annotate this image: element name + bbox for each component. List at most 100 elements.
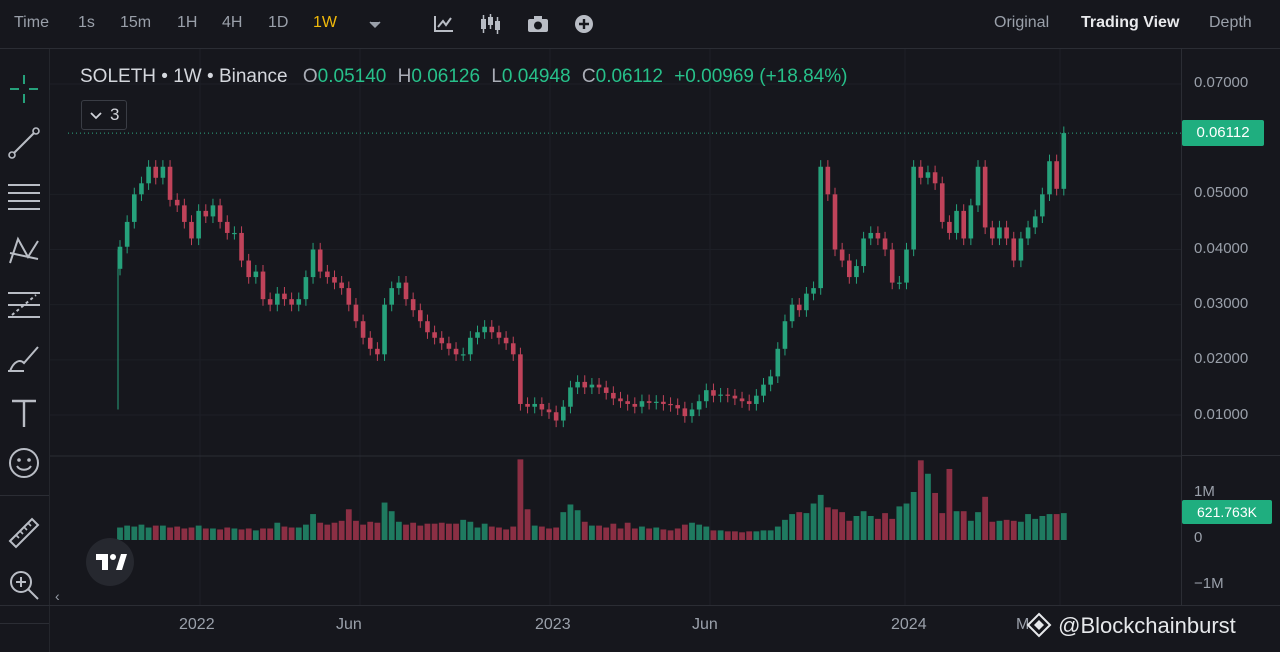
candle-body xyxy=(210,205,216,217)
low-value: 0.04948 xyxy=(501,66,571,87)
trend-line-icon[interactable] xyxy=(6,125,42,161)
volume-bar xyxy=(481,523,488,540)
volume-bar xyxy=(202,528,209,540)
time-tick: 2024 xyxy=(891,616,927,633)
interval-4h[interactable]: 4H xyxy=(222,14,243,31)
volume-bar xyxy=(338,520,345,540)
fib-retracement-icon[interactable] xyxy=(6,287,42,323)
candle-body xyxy=(804,293,809,311)
volume-bar xyxy=(453,523,459,540)
volume-tick: 1M xyxy=(1194,483,1215,500)
chart-legend: SOLETH • 1W • Binance O0.05140 H0.06126 … xyxy=(80,66,847,88)
candle-body xyxy=(603,387,609,393)
symbol-label: SOLETH • 1W • Binance xyxy=(80,66,288,87)
candle-body xyxy=(518,354,523,404)
candle-body xyxy=(632,403,638,407)
volume-bar xyxy=(517,459,524,540)
price-axis[interactable]: 0.07000 0.05000 0.04000 0.03000 0.02000 … xyxy=(1181,49,1280,605)
candle-body xyxy=(382,304,387,355)
emoji-icon[interactable] xyxy=(6,445,42,481)
tradingview-logo[interactable] xyxy=(86,538,134,586)
high-value: 0.06126 xyxy=(411,66,481,87)
candle-body xyxy=(275,293,280,305)
volume-bar xyxy=(903,503,910,540)
indicators-collapse-button[interactable]: 3 xyxy=(81,100,127,130)
interval-1w[interactable]: 1W xyxy=(313,14,337,31)
volume-bar xyxy=(117,527,123,540)
volume-bar xyxy=(181,528,188,540)
volume-bar xyxy=(417,525,424,540)
volume-bar xyxy=(774,526,781,540)
candle-body xyxy=(346,288,352,305)
scroll-left-icon[interactable]: ‹ xyxy=(55,588,60,604)
view-trading-view[interactable]: Trading View xyxy=(1081,14,1180,31)
watermark: @Blockchainburst xyxy=(1026,612,1236,639)
candles-icon[interactable] xyxy=(479,13,501,35)
volume-bar xyxy=(188,527,195,540)
candle-body xyxy=(861,238,866,267)
volume-bar xyxy=(217,529,223,540)
camera-icon[interactable] xyxy=(527,15,549,33)
volume-bar xyxy=(639,526,645,540)
interval-time[interactable]: Time xyxy=(14,14,49,31)
candle-body xyxy=(339,282,344,289)
volume-bar xyxy=(681,524,688,540)
view-original[interactable]: Original xyxy=(994,14,1050,31)
volume-bar xyxy=(624,522,631,540)
pattern-icon[interactable] xyxy=(6,233,42,269)
ruler-icon[interactable] xyxy=(6,515,42,551)
close-label: C xyxy=(581,66,596,87)
candle-body xyxy=(997,227,1002,239)
candle-body xyxy=(496,332,502,338)
candle-body xyxy=(746,401,752,404)
candle-body xyxy=(832,194,838,250)
candle-body xyxy=(990,227,995,239)
candle-body xyxy=(482,326,487,333)
candle-body xyxy=(847,260,852,278)
candle-body xyxy=(596,384,602,388)
candle-body xyxy=(725,394,731,396)
volume-bar xyxy=(567,504,574,540)
interval-1d[interactable]: 1D xyxy=(268,14,289,31)
zoom-in-icon[interactable] xyxy=(6,567,42,603)
candle-body xyxy=(224,221,230,233)
candle-body xyxy=(239,232,244,261)
candle-body xyxy=(1011,238,1017,261)
volume-bar xyxy=(875,518,881,540)
text-tool-icon[interactable] xyxy=(6,395,42,431)
volume-bar xyxy=(789,514,795,540)
view-depth[interactable]: Depth xyxy=(1209,14,1252,31)
volume-bar xyxy=(438,522,445,540)
candle-body xyxy=(918,166,924,178)
interval-15m[interactable]: 15m xyxy=(120,14,152,31)
add-icon[interactable] xyxy=(574,14,594,34)
volume-bar xyxy=(796,512,803,540)
interval-1s[interactable]: 1s xyxy=(78,14,95,31)
volume-bar xyxy=(503,529,509,540)
candle-body xyxy=(117,246,123,269)
open-label: O xyxy=(302,66,318,87)
candle-body xyxy=(546,409,552,413)
current-volume-tag: 621.763K xyxy=(1182,500,1272,524)
more-intervals-chevron-icon[interactable] xyxy=(368,20,382,30)
indicators-icon[interactable] xyxy=(433,14,455,34)
crosshair-icon[interactable] xyxy=(6,71,42,107)
volume-bar xyxy=(860,511,867,540)
volume-bar xyxy=(717,530,724,540)
high-label: H xyxy=(397,66,412,87)
interval-1h[interactable]: 1H xyxy=(177,14,198,31)
volume-bar xyxy=(753,531,760,540)
candle-body xyxy=(646,401,652,403)
volume-bar xyxy=(653,527,660,540)
horizontal-lines-icon[interactable] xyxy=(6,179,42,215)
volume-bar xyxy=(967,520,974,540)
volume-bar xyxy=(138,524,145,540)
price-chart[interactable] xyxy=(50,49,1181,605)
candle-body xyxy=(1047,161,1052,195)
candle-body xyxy=(789,304,795,322)
brush-icon[interactable] xyxy=(6,341,42,377)
low-label: L xyxy=(491,66,502,87)
candle-body xyxy=(132,194,137,222)
candle-body xyxy=(1025,227,1031,239)
price-tick: 0.04000 xyxy=(1194,240,1249,257)
